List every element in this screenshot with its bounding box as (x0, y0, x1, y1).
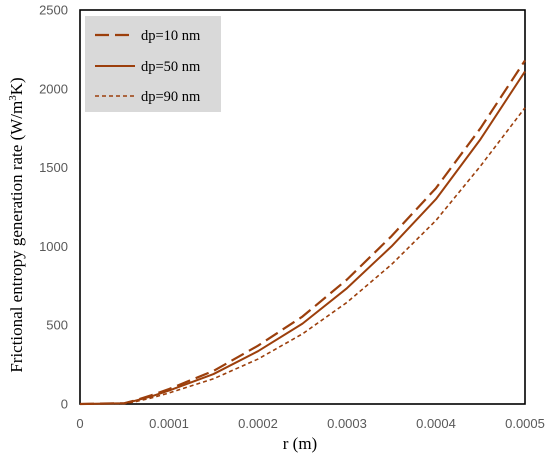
y-tick-label: 2000 (39, 81, 68, 96)
legend: dp=10 nm dp=50 nm dp=90 nm (85, 16, 221, 112)
y-tick-label: 0 (61, 397, 68, 412)
x-tick-label: 0.0003 (327, 416, 367, 431)
legend-label-dp90: dp=90 nm (141, 89, 201, 105)
y-tick-label: 2500 (39, 3, 68, 18)
x-tick-label: 0.0004 (416, 416, 456, 431)
x-tick-labels: 0 0.0001 0.0002 0.0003 0.0004 0.0005 (76, 416, 545, 431)
y-axis-title-superscript: 3 (7, 95, 19, 101)
x-tick-label: 0 (76, 416, 83, 431)
y-tick-label: 1000 (39, 239, 68, 254)
y-tick-label: 1500 (39, 160, 68, 175)
y-axis-title: Frictional entropy generation rate (W/m3… (7, 77, 26, 372)
x-tick-label: 0.0005 (505, 416, 545, 431)
y-axis-title-main: Frictional entropy generation rate (W/m (7, 101, 26, 373)
legend-background (85, 16, 221, 112)
x-tick-label: 0.0002 (238, 416, 278, 431)
x-tick-label: 0.0001 (149, 416, 189, 431)
series-line-1 (79, 70, 526, 405)
y-tick-label: 500 (46, 318, 68, 333)
series-line-2 (79, 107, 526, 405)
series-layer (79, 59, 526, 406)
legend-label-dp50: dp=50 nm (141, 59, 201, 75)
legend-label-dp10: dp=10 nm (141, 28, 201, 44)
x-axis-title: r (m) (283, 434, 317, 453)
y-tick-labels: 0 500 1000 1500 2000 2500 (39, 3, 68, 412)
y-axis-title-end: K) (7, 77, 26, 95)
